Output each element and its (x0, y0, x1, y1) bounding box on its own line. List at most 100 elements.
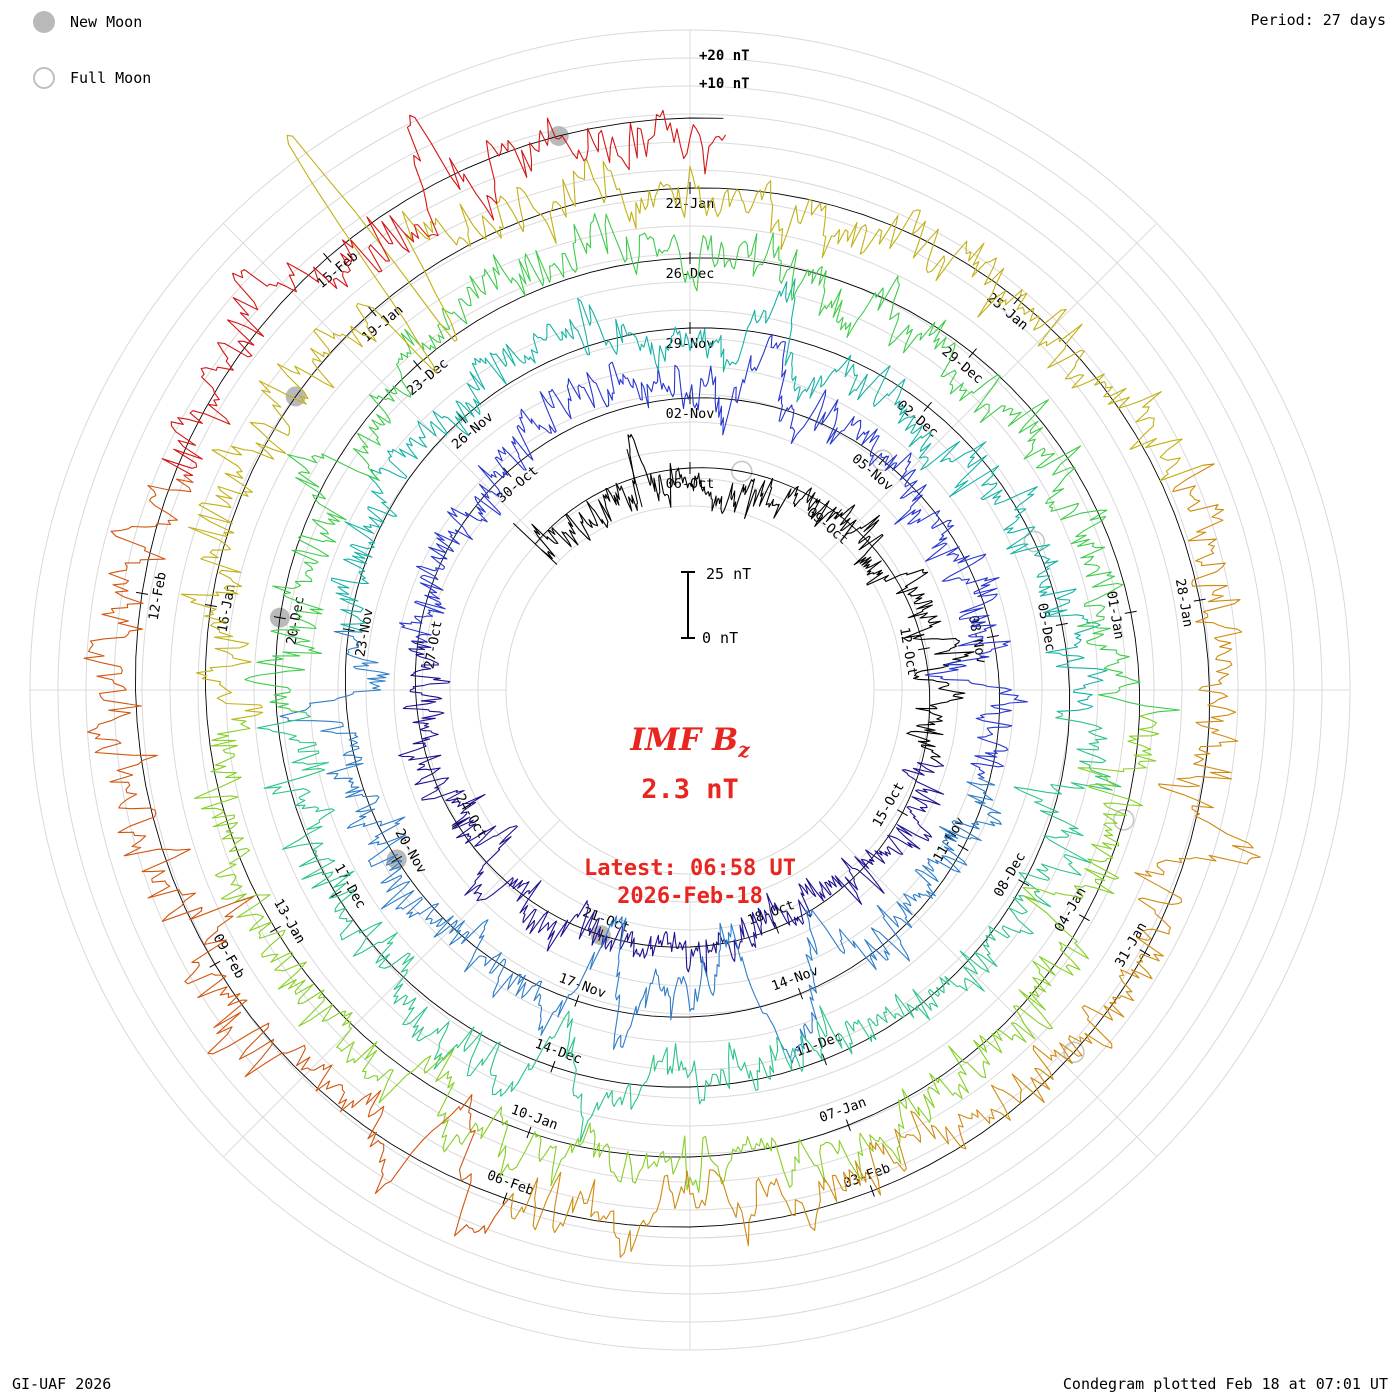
date-label: 15-Feb (314, 248, 362, 292)
date-label: 02-Nov (666, 406, 715, 422)
date-tick (136, 591, 149, 595)
date-tick (923, 401, 932, 412)
date-label: 19-Jan (359, 302, 407, 346)
full-moon-legend-icon (33, 67, 55, 89)
new-moon-legend-icon (33, 11, 55, 33)
date-label: 30-Oct (494, 463, 542, 507)
date-tick (368, 306, 377, 317)
scale-bar-bottom-label: 0 nT (702, 629, 739, 647)
date-tick (957, 844, 969, 852)
terminator-tick (626, 448, 643, 508)
date-label: 16-Jan (215, 583, 239, 634)
date-tick (330, 890, 342, 898)
outer-scale-plus20-label: +20 nT (699, 48, 750, 64)
date-tick (209, 960, 221, 968)
credit-label: GI-UAF 2026 (12, 1374, 112, 1393)
date-label: 12-Feb (146, 571, 170, 622)
date-label: 22-Jan (666, 196, 715, 212)
trace-segment (256, 710, 1122, 1143)
current-value: 2.3 nT (641, 774, 739, 805)
date-tick (451, 820, 463, 828)
trace-segment (531, 433, 975, 764)
date-label: 23-Nov (352, 607, 376, 658)
date-label: 05-Dec (1034, 602, 1058, 653)
date-label: 26-Dec (666, 266, 715, 282)
date-tick (774, 922, 780, 934)
date-tick (342, 628, 355, 632)
trace-segment (507, 463, 1261, 1258)
baseline-spiral (135, 117, 1210, 1228)
full-moon-legend-label: Full Moon (70, 69, 152, 87)
date-label: 06-Feb (485, 1167, 536, 1199)
date-label: 09-Feb (210, 931, 248, 981)
grid-spoke (222, 222, 561, 561)
date-tick (502, 1192, 508, 1205)
full-moon-marker (1023, 530, 1046, 553)
date-tick (1124, 610, 1137, 614)
date-label: 13-Jan (270, 896, 308, 946)
trace-segment (398, 333, 1028, 779)
outer-scale-plus10-label: +10 nT (699, 76, 750, 92)
date-tick (917, 647, 930, 651)
date-tick (413, 360, 422, 370)
date-tick (550, 1060, 556, 1073)
grid-spoke (819, 222, 1158, 561)
plotted-timestamp-label: Condegram plotted Feb 18 at 07:01 UT (1062, 1374, 1388, 1393)
date-tick (1018, 879, 1030, 887)
date-label: 14-Dec (533, 1036, 584, 1068)
scale-bar-top-label: 25 nT (706, 565, 752, 583)
center-title: IMF Bz (340, 722, 1040, 762)
date-label: 17-Nov (557, 970, 608, 1002)
terminator-tick (512, 522, 558, 565)
date-label: 04-Jan (1051, 885, 1089, 935)
date-tick (821, 1053, 827, 1066)
date-label: 27-Oct (421, 619, 445, 670)
date-tick (204, 603, 217, 608)
period-label: Period: 27 days (1250, 11, 1386, 29)
date-tick (986, 635, 999, 639)
date-label: 12-Oct (896, 626, 920, 677)
date-label: 01-Jan (1103, 590, 1127, 641)
date-tick (845, 1119, 851, 1131)
date-tick (526, 1126, 532, 1139)
latest-time-label: Latest: 06:58 UT (584, 856, 796, 881)
grid-spoke (819, 819, 1158, 1158)
date-tick (1139, 949, 1151, 957)
date-tick (1193, 598, 1206, 602)
date-label: 03-Feb (841, 1160, 892, 1192)
full-moon-marker (1112, 809, 1135, 831)
date-tick (1078, 914, 1090, 922)
date-tick (458, 413, 467, 424)
trace-segment (83, 474, 509, 1237)
date-tick (503, 467, 512, 478)
date-label: 23-Dec (404, 355, 452, 399)
date-tick (968, 348, 977, 359)
imf-bz-subscript: z (738, 738, 750, 763)
imf-b-text: IMF B (630, 722, 739, 758)
date-tick (391, 855, 403, 863)
full-moon-marker (730, 460, 753, 483)
grid-circle (505, 505, 875, 875)
grid-spoke (222, 819, 561, 1158)
scale-bar (681, 571, 695, 639)
trace-segment (244, 213, 1181, 715)
full-moon-marker (1063, 1041, 1085, 1064)
date-tick (323, 252, 332, 263)
latest-date-label: 2026-Feb-18 (617, 884, 763, 909)
date-tick (797, 987, 804, 1000)
date-tick (270, 925, 281, 933)
date-tick (869, 1185, 875, 1197)
date-tick (1055, 622, 1068, 626)
trace-segment (330, 278, 1108, 712)
trace-segment (161, 109, 727, 476)
trace-segment (398, 640, 945, 977)
date-tick (897, 809, 908, 817)
date-label: 10-Jan (509, 1102, 560, 1134)
date-label: 31-Jan (1112, 920, 1150, 970)
date-tick (273, 616, 286, 620)
new-moon-legend-label: New Moon (70, 13, 143, 31)
date-tick (574, 995, 580, 1007)
trace-segment (194, 713, 1160, 1194)
